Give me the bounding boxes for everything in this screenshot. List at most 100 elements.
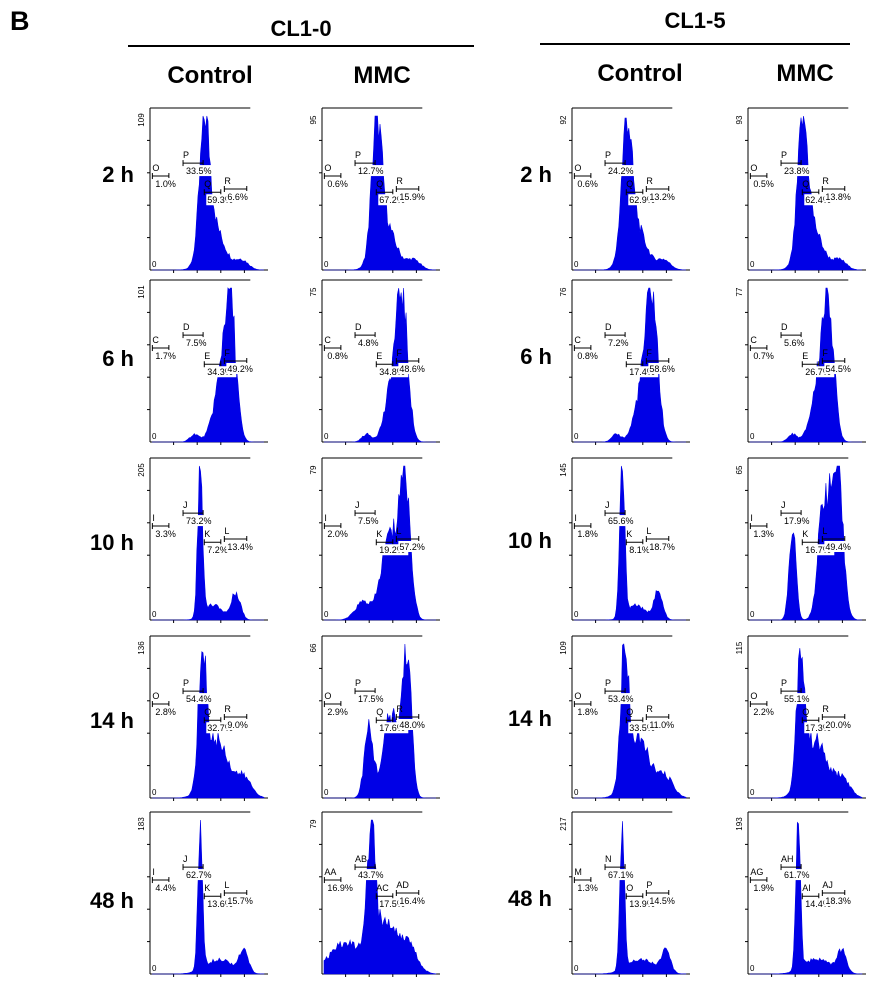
gate-label-bg-cl1-5-mmc-2-h-1 bbox=[783, 165, 814, 177]
gate-percent-cl1-5-control-14-h-0: 1.8% bbox=[577, 707, 598, 717]
col-title-cl1-5-control: Control bbox=[597, 60, 683, 87]
gate-percent-cl1-5-control-6-h-3: 58.6% bbox=[649, 364, 675, 374]
gate-letter-cl1-5-mmc-6-h-3: F bbox=[822, 348, 828, 358]
y-max-label-cl1-5-control-14-h: 109 bbox=[559, 641, 568, 655]
histogram-cl1-5-mmc-10-h bbox=[750, 465, 862, 621]
gate-letter-cl1-5-mmc-48-h-1: AH bbox=[781, 854, 794, 864]
gate-letter-cl1-5-control-14-h-2: Q bbox=[626, 707, 633, 717]
gate-percent-cl1-0-control-2-h-0: 1.0% bbox=[155, 179, 176, 189]
histogram-cl1-0-mmc-14-h bbox=[324, 643, 436, 799]
gate-letter-cl1-0-control-2-h-0: O bbox=[152, 163, 159, 173]
gate-percent-cl1-0-control-2-h-2: 59.3% bbox=[207, 195, 233, 205]
gate-percent-cl1-5-control-10-h-3: 18.7% bbox=[649, 542, 675, 552]
gate-label-bg-cl1-5-mmc-6-h-1 bbox=[783, 337, 814, 349]
x-origin-label-cl1-5-mmc-6-h: 0 bbox=[750, 432, 755, 441]
x-origin-label-cl1-0-control-6-h: 0 bbox=[152, 432, 157, 441]
gate-letter-cl1-0-mmc-6-h-1: D bbox=[355, 322, 362, 332]
histogram-cl1-5-control-10-h bbox=[574, 465, 686, 621]
gate-label-bg-cl1-0-mmc-10-h-2 bbox=[378, 544, 409, 556]
gate-percent-cl1-5-mmc-2-h-1: 23.8% bbox=[784, 166, 810, 176]
x-origin-label-cl1-0-control-48-h: 0 bbox=[152, 964, 157, 973]
y-max-label-cl1-0-mmc-10-h: 79 bbox=[309, 465, 318, 474]
time-label-left-2h: 2 h bbox=[102, 162, 134, 187]
gate-letter-cl1-0-control-10-h-0: I bbox=[152, 513, 155, 523]
gate-letter-cl1-5-control-48-h-1: N bbox=[605, 854, 612, 864]
gate-letter-cl1-5-control-6-h-1: D bbox=[605, 322, 612, 332]
gate-label-bg-cl1-5-control-6-h-1 bbox=[607, 337, 638, 349]
gate-percent-cl1-5-mmc-48-h-0: 1.9% bbox=[753, 883, 774, 893]
gate-percent-cl1-5-control-6-h-2: 17.4% bbox=[629, 367, 655, 377]
gate-label-bg-cl1-0-control-6-h-1 bbox=[185, 337, 216, 349]
gate-letter-cl1-5-control-10-h-1: J bbox=[605, 500, 610, 510]
gate-percent-cl1-5-control-2-h-1: 24.2% bbox=[608, 166, 634, 176]
gate-label-bg-cl1-0-mmc-6-h-1 bbox=[357, 337, 388, 349]
histogram-cl1-0-mmc-48-h bbox=[323, 819, 437, 975]
x-origin-label-cl1-5-control-10-h: 0 bbox=[574, 610, 579, 619]
gate-letter-cl1-5-mmc-2-h-2: Q bbox=[802, 179, 809, 189]
gate-label-bg-cl1-5-mmc-10-h-2 bbox=[804, 544, 835, 556]
x-origin-label-cl1-0-mmc-14-h: 0 bbox=[324, 788, 329, 797]
gate-percent-cl1-5-control-48-h-2: 13.9% bbox=[629, 899, 655, 909]
gate-label-bg-cl1-0-mmc-6-h-2 bbox=[378, 366, 409, 378]
gate-label-bg-cl1-5-mmc-2-h-3 bbox=[824, 191, 855, 202]
gate-label-bg-cl1-0-control-2-h-2 bbox=[206, 194, 237, 206]
x-origin-label-cl1-0-control-14-h: 0 bbox=[152, 788, 157, 797]
gate-label-bg-cl1-0-control-14-h-1 bbox=[185, 693, 216, 705]
gate-percent-cl1-5-control-6-h-1: 7.2% bbox=[608, 338, 629, 348]
time-label-right-10h: 10 h bbox=[507, 528, 552, 553]
histogram-cl1-5-mmc-2-h bbox=[750, 115, 863, 271]
gate-letter-cl1-0-control-2-h-2: Q bbox=[204, 179, 211, 189]
gate-letter-cl1-0-mmc-48-h-0: AA bbox=[324, 867, 336, 877]
x-origin-label-cl1-5-mmc-14-h: 0 bbox=[750, 788, 755, 797]
x-origin-label-cl1-0-mmc-10-h: 0 bbox=[324, 610, 329, 619]
gate-percent-cl1-5-mmc-10-h-2: 16.7% bbox=[805, 545, 831, 555]
gate-percent-cl1-0-mmc-2-h-2: 67.2% bbox=[379, 195, 405, 205]
gate-percent-cl1-0-mmc-6-h-2: 34.8% bbox=[379, 367, 405, 377]
gate-letter-cl1-5-control-48-h-0: M bbox=[574, 867, 582, 877]
gate-label-bg-cl1-5-mmc-6-h-0 bbox=[752, 350, 783, 362]
gate-letter-cl1-0-control-6-h-0: C bbox=[152, 335, 159, 345]
col-title-cl1-0-control: Control bbox=[167, 62, 253, 89]
y-max-label-cl1-0-mmc-2-h: 95 bbox=[309, 115, 318, 124]
x-origin-label-cl1-5-control-48-h: 0 bbox=[574, 964, 579, 973]
gate-letter-cl1-0-mmc-48-h-1: AB bbox=[355, 854, 367, 864]
gate-letter-cl1-0-mmc-6-h-2: E bbox=[376, 351, 382, 361]
gate-letter-cl1-5-control-2-h-0: O bbox=[574, 163, 581, 173]
gate-percent-cl1-0-control-6-h-2: 34.3% bbox=[207, 367, 233, 377]
gate-label-bg-cl1-0-mmc-48-h-1 bbox=[357, 869, 388, 881]
gate-letter-cl1-5-control-14-h-3: R bbox=[646, 704, 653, 714]
gate-percent-cl1-5-control-14-h-3: 11.0% bbox=[649, 720, 674, 730]
gate-label-bg-cl1-0-mmc-14-h-2 bbox=[378, 722, 409, 734]
gate-letter-cl1-5-control-2-h-2: Q bbox=[626, 179, 633, 189]
gate-percent-cl1-0-control-48-h-3: 15.7% bbox=[227, 896, 253, 906]
gate-label-bg-cl1-0-mmc-6-h-0 bbox=[326, 350, 357, 362]
y-max-label-cl1-0-control-2-h: 109 bbox=[137, 113, 146, 127]
gate-label-bg-cl1-5-mmc-14-h-0 bbox=[752, 706, 783, 718]
gate-letter-cl1-5-mmc-48-h-3: AJ bbox=[822, 880, 833, 890]
gate-letter-cl1-0-mmc-14-h-0: O bbox=[324, 691, 331, 701]
gate-percent-cl1-5-control-2-h-3: 13.2% bbox=[649, 192, 675, 202]
gate-percent-cl1-0-control-10-h-3: 13.4% bbox=[227, 542, 253, 552]
gate-percent-cl1-0-control-14-h-0: 2.8% bbox=[155, 707, 176, 717]
gate-percent-cl1-5-control-10-h-1: 65.6% bbox=[608, 516, 634, 526]
gate-percent-cl1-0-control-14-h-1: 54.4% bbox=[186, 694, 212, 704]
gate-label-bg-cl1-0-control-14-h-0 bbox=[154, 706, 185, 718]
gate-letter-cl1-5-control-6-h-0: C bbox=[574, 335, 581, 345]
gate-percent-cl1-0-mmc-14-h-2: 17.6% bbox=[379, 723, 405, 733]
gate-percent-cl1-0-mmc-14-h-1: 17.5% bbox=[358, 694, 384, 704]
y-max-label-cl1-5-mmc-10-h: 65 bbox=[735, 465, 744, 474]
gate-label-bg-cl1-5-control-10-h-1 bbox=[607, 515, 638, 527]
time-label-left-10h: 10 h bbox=[89, 530, 134, 555]
gate-letter-cl1-0-control-10-h-3: L bbox=[224, 526, 229, 536]
gate-label-bg-cl1-5-mmc-2-h-0 bbox=[752, 178, 783, 190]
y-max-label-cl1-0-mmc-14-h: 66 bbox=[309, 643, 318, 652]
gate-label-bg-cl1-5-control-10-h-2 bbox=[628, 544, 659, 556]
gate-percent-cl1-0-mmc-48-h-2: 17.5% bbox=[379, 899, 405, 909]
gate-percent-cl1-5-mmc-48-h-2: 14.4% bbox=[805, 899, 831, 909]
gate-percent-cl1-0-mmc-10-h-1: 7.5% bbox=[358, 516, 379, 526]
y-max-label-cl1-0-control-48-h: 183 bbox=[137, 817, 146, 831]
gate-letter-cl1-5-control-10-h-0: I bbox=[574, 513, 577, 523]
gate-label-bg-cl1-0-mmc-10-h-0 bbox=[326, 528, 357, 540]
gate-letter-cl1-0-control-14-h-2: Q bbox=[204, 707, 211, 717]
